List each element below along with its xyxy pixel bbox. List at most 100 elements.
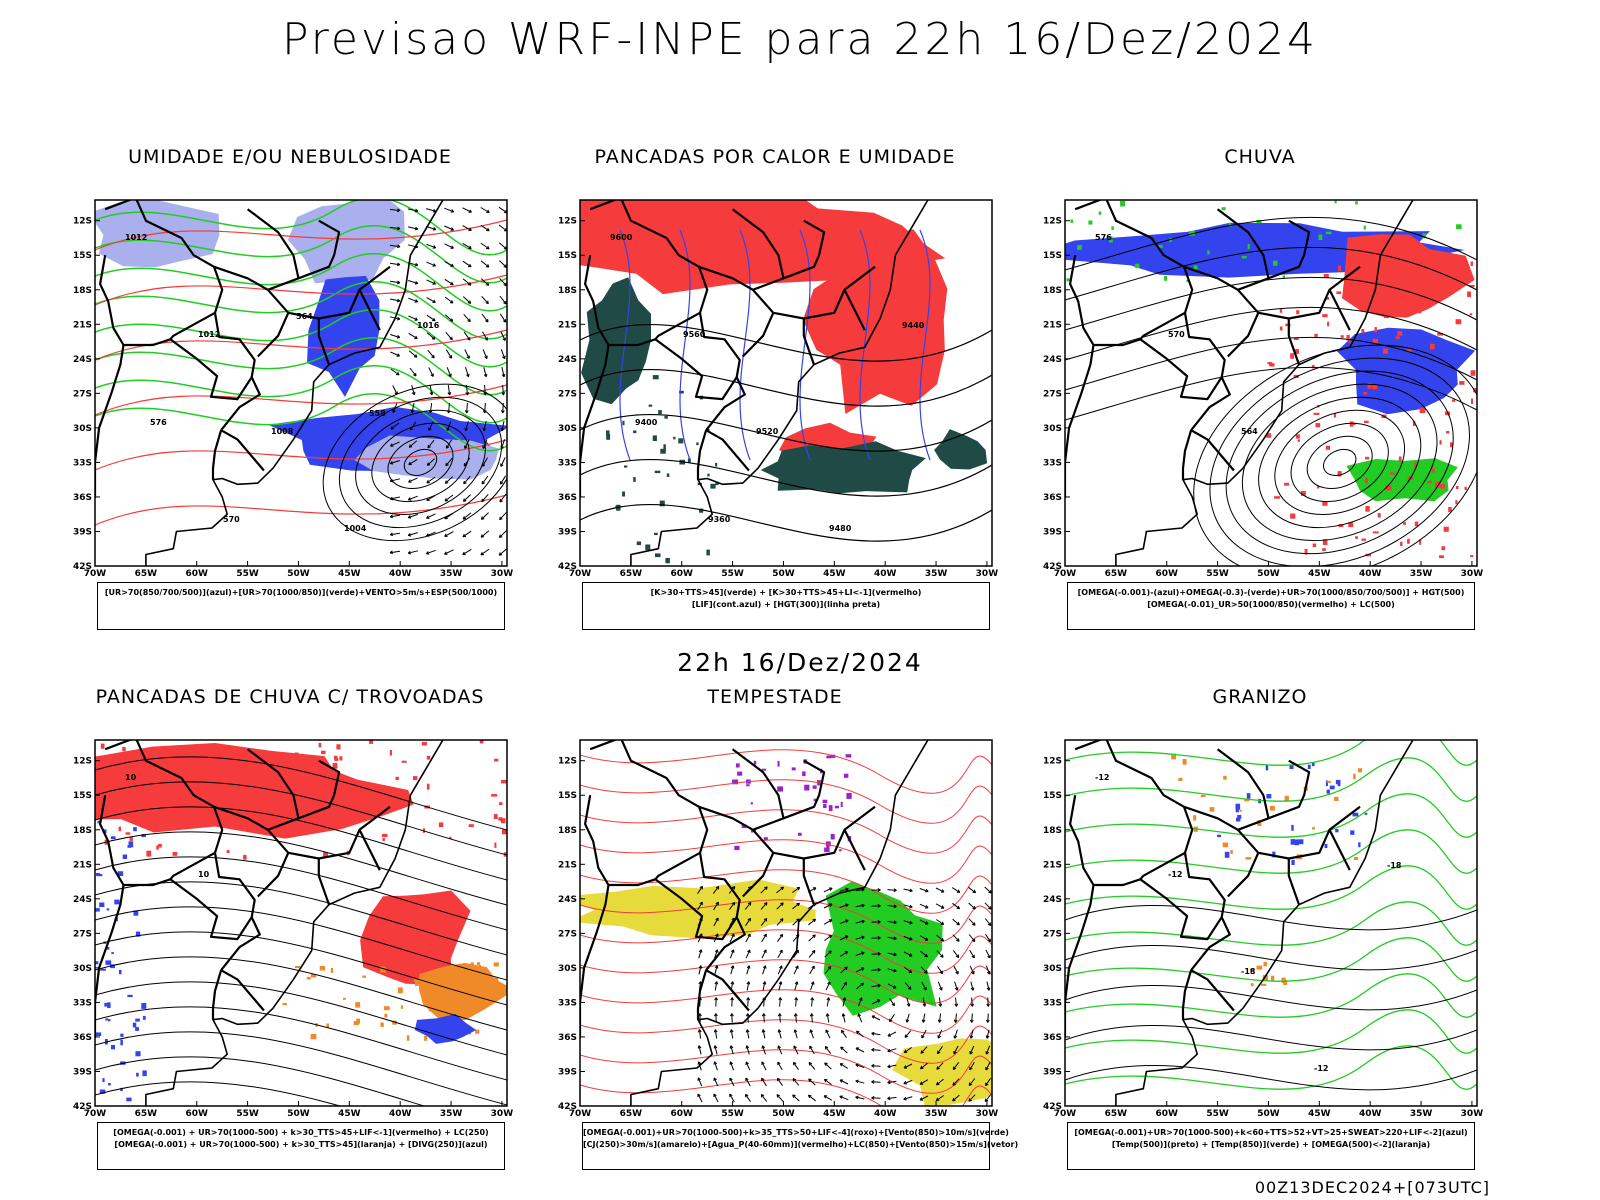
heat-humidity-speckle <box>636 541 642 546</box>
wind-vector <box>484 384 486 396</box>
wind-vector <box>413 372 417 377</box>
storm-speckle <box>802 771 806 777</box>
pressure-contour <box>322 383 507 542</box>
wind-vector <box>921 981 927 991</box>
wind-vector <box>793 1045 797 1049</box>
thunderstorm-speckle <box>479 740 484 744</box>
strong-wind-area <box>823 881 943 1016</box>
omega-speckle <box>1223 775 1227 780</box>
divergence-speckle <box>119 969 122 975</box>
divergence-speckle <box>97 820 100 824</box>
hail-speckle <box>1217 834 1221 838</box>
wind-vector <box>464 427 469 432</box>
temperature-850-contour <box>1065 829 1477 874</box>
humid-omega-speckle <box>1419 407 1426 414</box>
wind-vector <box>826 1013 830 1023</box>
divergence-speckle <box>104 1002 108 1007</box>
hail-speckle <box>1352 812 1359 817</box>
lat-label: 18S <box>73 286 92 296</box>
wind-vector <box>825 1029 829 1033</box>
lat-label: 39S <box>1043 527 1062 537</box>
pressure-contour <box>387 435 454 489</box>
instability-speckle <box>475 1029 480 1034</box>
lon-label: 45W <box>1308 1109 1331 1119</box>
wind-vector <box>808 1078 812 1082</box>
wind-vector <box>776 1094 780 1098</box>
wind-vector <box>426 297 436 303</box>
wind-vector <box>936 1062 944 1070</box>
legend-line: [Temp(500)](preto) + [Temp(850)](verde) … <box>1111 1140 1431 1149</box>
wind-vector <box>796 886 801 891</box>
wind-vector <box>903 1063 913 1069</box>
wind-vector <box>745 1061 749 1065</box>
wind-vector <box>861 903 865 908</box>
wind-vector <box>747 949 751 953</box>
hail-speckle <box>1265 764 1269 771</box>
divergence-speckle <box>135 1018 140 1022</box>
heat-humidity-speckle <box>666 473 670 477</box>
wind-vector <box>498 242 507 250</box>
wind-vector <box>968 1078 976 1086</box>
thunderstorm-speckle <box>130 781 133 787</box>
thunderstorm-speckle <box>173 817 177 821</box>
wind-vector <box>840 1046 844 1050</box>
wind-vector <box>501 366 505 378</box>
wind-vector <box>389 550 393 555</box>
wind-vector <box>390 262 400 266</box>
wind-vector <box>777 965 783 975</box>
wind-vector <box>877 904 881 908</box>
wind-vector <box>713 1077 717 1081</box>
heat-humidity-speckle <box>710 483 716 489</box>
wind-vector <box>715 933 719 937</box>
temperature-500-contour <box>1065 985 1477 1011</box>
temperature-500-contour <box>1065 905 1477 931</box>
country-border <box>257 852 290 898</box>
wind-vector <box>841 1029 845 1034</box>
thunderstorm-speckle <box>129 836 133 841</box>
wind-vector <box>697 1093 701 1098</box>
lat-label: 30S <box>73 424 92 434</box>
wind-vector <box>861 919 865 924</box>
geopotential-contour <box>1290 422 1389 503</box>
wind-vector <box>445 331 453 341</box>
divergence-speckle <box>100 968 106 971</box>
humid-omega-speckle <box>1443 526 1449 532</box>
lon-label: 60W <box>1156 1109 1179 1119</box>
omega-speckle <box>1270 975 1275 982</box>
wind-vector <box>909 920 913 925</box>
wind-vector <box>780 886 784 891</box>
wind-vector <box>824 1046 832 1054</box>
lon-label: 40W <box>874 569 897 579</box>
country-border <box>246 748 300 819</box>
wind-vector <box>987 922 992 926</box>
map-panel: TEMPESTADE 12S 15S 18S 21S 24S 27S 30S 33S 36S 39S… <box>535 686 1018 1176</box>
wind-vector <box>389 244 401 248</box>
storm-speckle <box>826 844 830 850</box>
storm-speckle <box>763 837 768 840</box>
country-border <box>1139 878 1223 941</box>
wind-vector <box>763 917 768 922</box>
wind-vector <box>713 901 719 911</box>
wind-vector <box>430 373 434 377</box>
lat-label: 24S <box>558 895 577 905</box>
wind-vector <box>499 277 507 287</box>
country-border <box>705 969 750 1012</box>
hail-speckle <box>1291 824 1294 831</box>
lat-label: 12S <box>558 757 577 767</box>
instability-speckle <box>467 992 470 998</box>
lon-label: 55W <box>721 569 744 579</box>
humid-omega-speckle <box>1346 334 1350 341</box>
map-canvas: 57657056412S15S18S21S24S27S30S33S36S39S4… <box>1043 199 1483 579</box>
wind-vector <box>407 550 419 554</box>
storm-speckle <box>761 768 767 771</box>
wind-vector <box>871 1065 881 1067</box>
hail-speckle <box>1272 851 1276 858</box>
hail-speckle <box>1266 794 1272 799</box>
humid-omega-speckle <box>1326 297 1329 300</box>
wind-vector <box>855 920 865 924</box>
wind-vector <box>954 981 958 991</box>
wind-vector <box>414 262 419 267</box>
wind-vector <box>904 1046 912 1054</box>
wind-vector <box>778 981 782 991</box>
wind-vector <box>746 1029 750 1039</box>
